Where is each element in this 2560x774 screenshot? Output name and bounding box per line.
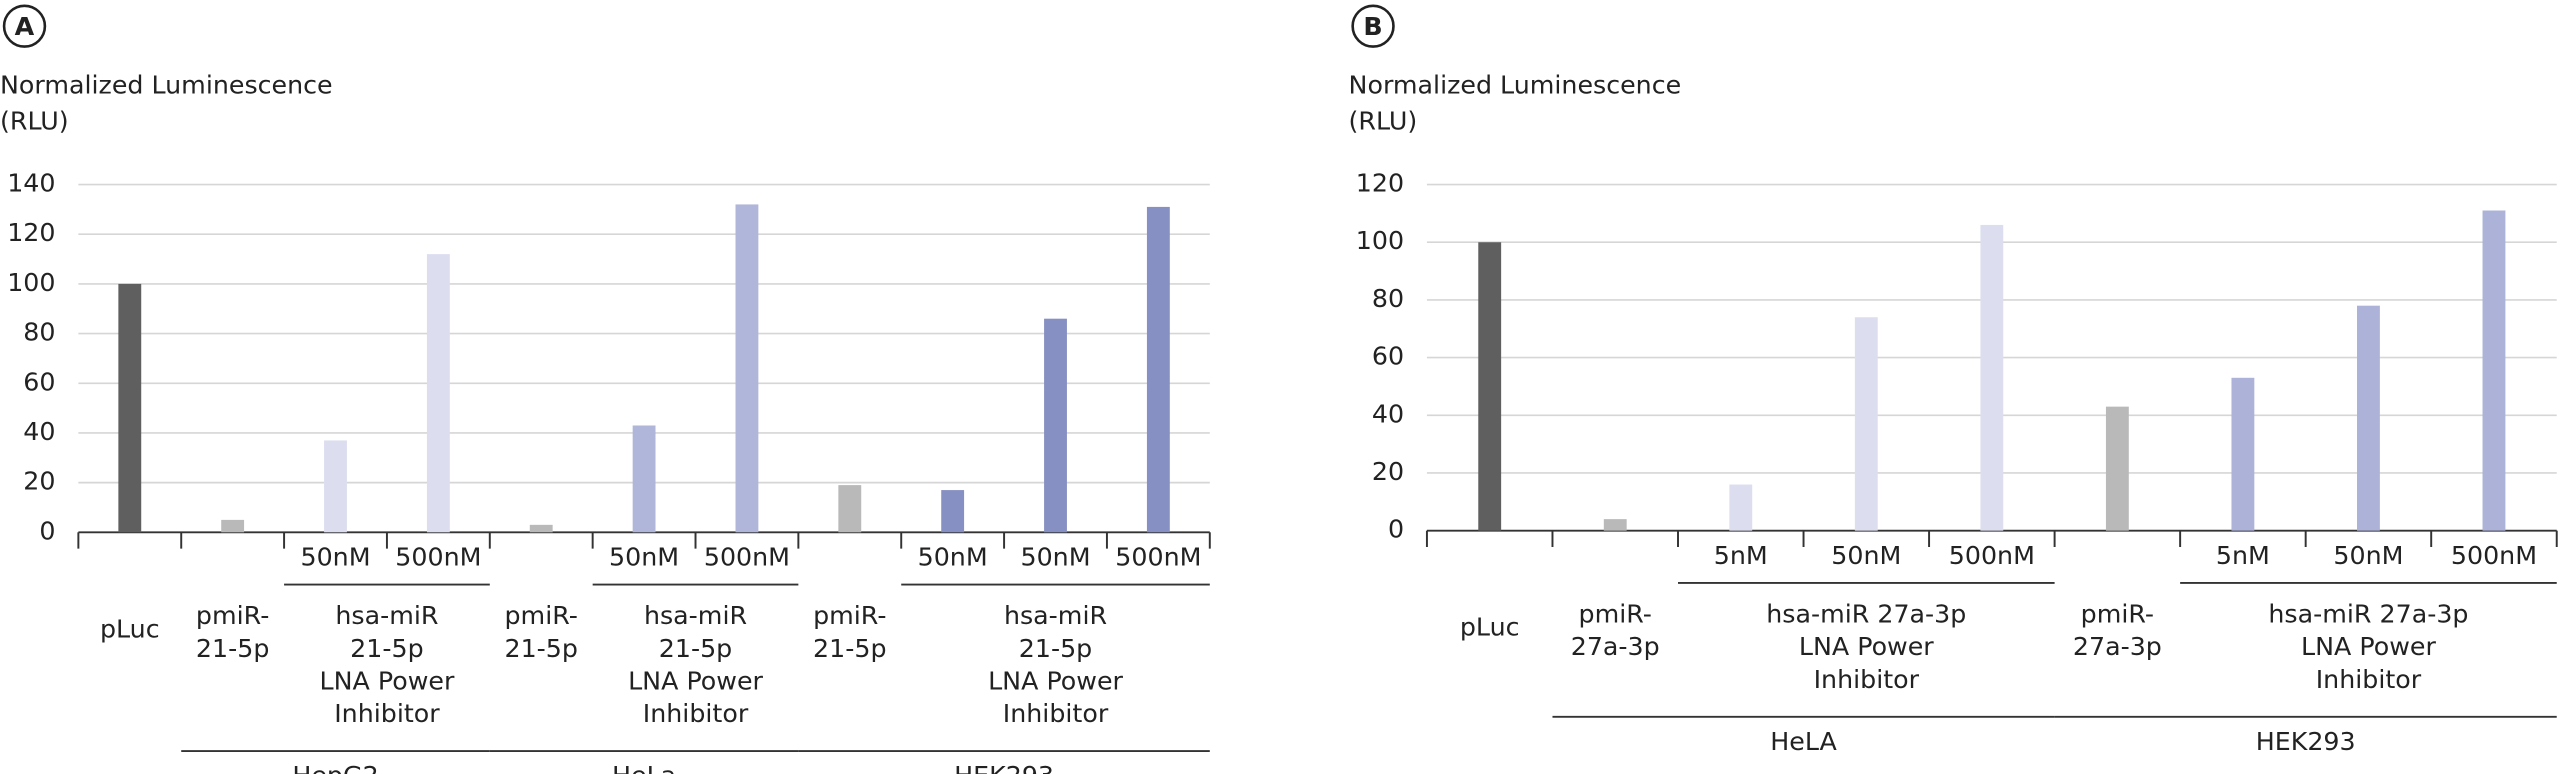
bar: [1729, 484, 1753, 531]
bar: [1854, 317, 1878, 531]
bar: [2357, 305, 2380, 531]
panel-label: B: [1363, 12, 1382, 41]
bar: [118, 283, 142, 533]
y-tick-label: 0: [1388, 515, 1404, 544]
treatment-label: Inhibitor: [2316, 665, 2422, 694]
treatment-label: LNA Power: [2301, 632, 2436, 661]
treatment-label: LNA Power: [988, 667, 1123, 696]
concentration-label: 500nM: [704, 542, 790, 571]
y-axis-label: Normalized Luminescence: [1349, 71, 1682, 100]
treatment-label: pLuc: [100, 614, 160, 643]
bar: [941, 490, 965, 533]
concentration-label: 50nM: [2333, 541, 2403, 570]
bar: [1980, 224, 2004, 531]
treatment-label: LNA Power: [320, 667, 455, 696]
cell-line-label: HepG2: [292, 761, 378, 774]
bar: [529, 524, 553, 533]
treatment-label: hsa-miR: [644, 601, 747, 630]
bar: [2231, 377, 2255, 531]
panel-label: A: [15, 12, 35, 41]
concentration-label: 50nM: [918, 542, 988, 571]
y-tick-label: 0: [39, 516, 55, 545]
treatment-label: pmiR-: [1579, 600, 1652, 629]
treatment-label: pLuc: [1460, 613, 1520, 642]
panel-badge: [2, 4, 47, 48]
treatment-label: 21-5p: [350, 634, 423, 663]
treatment-label: 27a-3p: [2073, 632, 2162, 661]
concentration-label: 50nM: [609, 542, 679, 571]
bar: [1044, 318, 1067, 533]
treatment-label: Inhibitor: [1003, 699, 1109, 728]
treatment-label: LNA Power: [1799, 632, 1934, 661]
treatment-label: Inhibitor: [643, 699, 749, 728]
y-tick-label: 100: [1356, 226, 1404, 255]
cell-line-label: HeLa: [612, 761, 676, 774]
treatment-label: pmiR-: [196, 601, 269, 630]
treatment-label: 21-5p: [1019, 634, 1092, 663]
y-tick-label: 100: [7, 268, 55, 297]
treatment-label: pmiR-: [813, 601, 886, 630]
y-tick-label: 40: [1372, 399, 1404, 428]
cell-line-label: HeLA: [1770, 727, 1837, 756]
concentration-label: 500nM: [1949, 541, 2035, 570]
treatment-label: 27a-3p: [1571, 632, 1660, 661]
treatment-label: hsa-miR: [1004, 601, 1107, 630]
bar: [1603, 519, 1627, 531]
concentration-label: 5nM: [2216, 541, 2270, 570]
y-tick-label: 40: [23, 417, 55, 446]
bar: [632, 425, 656, 533]
treatment-label: pmiR-: [2081, 600, 2154, 629]
y-tick-label: 60: [1372, 342, 1404, 371]
y-tick-label: 60: [23, 367, 55, 396]
treatment-label: 21-5p: [813, 634, 886, 663]
cell-line-label: HEK293: [954, 761, 1054, 774]
y-axis-label: Normalized Luminescence: [0, 71, 333, 100]
y-axis-label: (RLU): [0, 107, 69, 136]
treatment-label: 21-5p: [504, 634, 577, 663]
treatment-label: 21-5p: [659, 634, 732, 663]
bar: [2482, 210, 2506, 531]
concentration-label: 500nM: [1115, 542, 1201, 571]
concentration-label: 5nM: [1714, 541, 1768, 570]
y-tick-label: 80: [23, 318, 55, 347]
y-tick-label: 80: [1372, 284, 1404, 313]
bar: [838, 485, 862, 533]
treatment-label: hsa-miR 27a-3p: [1766, 600, 1966, 629]
y-tick-label: 20: [23, 467, 55, 496]
concentration-label: 500nM: [2451, 541, 2537, 570]
y-tick-label: 120: [1356, 169, 1404, 198]
treatment-label: hsa-miR: [335, 601, 438, 630]
bar: [2105, 406, 2129, 531]
y-tick-label: 120: [7, 218, 55, 247]
concentration-label: 500nM: [395, 542, 481, 571]
treatment-label: 21-5p: [196, 634, 269, 663]
treatment-label: LNA Power: [628, 667, 763, 696]
bar: [426, 254, 450, 533]
treatment-label: pmiR-: [505, 601, 578, 630]
cell-line-label: HEK293: [2256, 727, 2356, 756]
treatment-label: Inhibitor: [334, 699, 440, 728]
treatment-label: hsa-miR 27a-3p: [2268, 600, 2468, 629]
bar: [324, 440, 347, 533]
bar: [221, 519, 245, 533]
y-tick-label: 140: [7, 169, 55, 198]
y-tick-label: 20: [1372, 457, 1404, 486]
bar: [1146, 206, 1170, 533]
concentration-label: 50nM: [1020, 542, 1090, 571]
treatment-label: Inhibitor: [1814, 665, 1920, 694]
concentration-label: 50nM: [1831, 541, 1901, 570]
bar: [735, 204, 759, 533]
panel-badge: [1351, 4, 1395, 48]
concentration-label: 50nM: [300, 542, 370, 571]
bar: [1478, 242, 1502, 531]
y-axis-label: (RLU): [1349, 107, 1418, 136]
